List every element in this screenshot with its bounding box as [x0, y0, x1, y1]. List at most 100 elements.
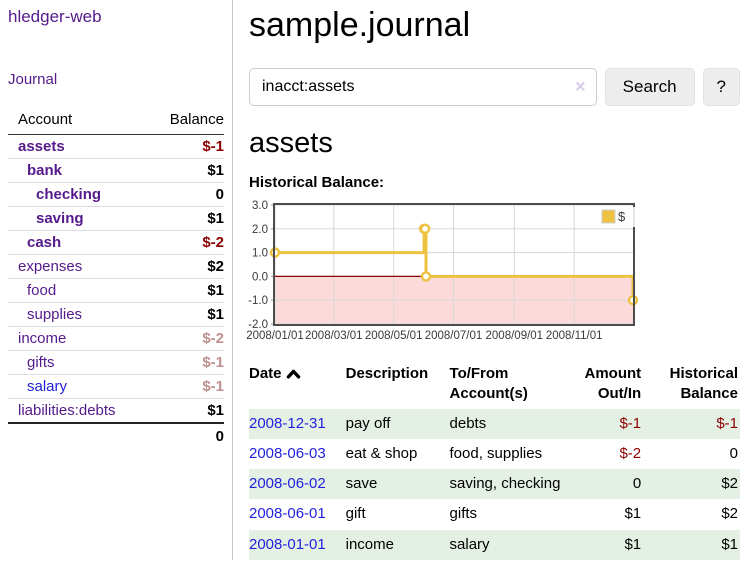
svg-text:2008/05/01: 2008/05/01 — [365, 330, 423, 342]
svg-text:$: $ — [618, 209, 626, 224]
chart-heading: Historical Balance: — [249, 174, 385, 191]
transaction-description: gift — [345, 505, 366, 523]
transaction-balance: $-1 — [643, 408, 740, 439]
transaction-accounts: gifts — [449, 505, 478, 523]
account-link[interactable]: income — [18, 330, 67, 347]
accounts-total-row: 0 — [8, 422, 224, 449]
account-row: cash $-2 — [8, 230, 224, 255]
account-row: liabilities:debts $1 — [8, 398, 224, 423]
svg-text:3.0: 3.0 — [252, 200, 268, 212]
account-balance: $-1 — [151, 374, 224, 399]
transaction-amount: $1 — [624, 505, 642, 523]
transaction-date-link[interactable]: 2008-06-02 — [249, 475, 326, 493]
svg-text:2008/03/01: 2008/03/01 — [305, 330, 363, 342]
account-balance: $-1 — [151, 350, 224, 375]
account-balance: $1 — [151, 302, 224, 327]
register-header-balance: Historical Balance — [669, 365, 738, 402]
account-link[interactable]: food — [27, 282, 57, 299]
svg-text:2.0: 2.0 — [252, 224, 268, 236]
svg-text:2008/07/01: 2008/07/01 — [425, 330, 483, 342]
account-row: salary $-1 — [8, 374, 224, 399]
account-link[interactable]: checking — [36, 186, 102, 203]
transaction-description: eat & shop — [345, 444, 418, 462]
register-row: 2008-01-01 income salary $1 $1 — [249, 529, 740, 560]
accounts-header-row: Account Balance — [8, 108, 224, 135]
transaction-date-link[interactable]: 2008-06-01 — [249, 505, 326, 523]
account-balance: $1 — [151, 206, 224, 231]
transaction-description: pay off — [345, 408, 450, 439]
transaction-date-link[interactable]: 2008-12-31 — [249, 414, 326, 432]
svg-text:2008/11/01: 2008/11/01 — [546, 330, 603, 342]
accounts-header-account: Account — [8, 108, 152, 135]
transaction-accounts: food, supplies — [449, 444, 543, 462]
svg-text:-1.0: -1.0 — [248, 295, 268, 307]
transaction-amount: 0 — [567, 469, 644, 500]
search-input[interactable] — [249, 68, 597, 106]
account-link[interactable]: bank — [27, 162, 63, 179]
account-link[interactable]: liabilities:debts — [18, 402, 116, 419]
register-table: Date Description To/From Account(s) Amou… — [249, 361, 740, 560]
svg-text:1.0: 1.0 — [252, 248, 268, 260]
account-balance: $1 — [151, 398, 224, 423]
account-balance: 0 — [151, 182, 224, 207]
account-row: supplies $1 — [8, 302, 224, 327]
account-link[interactable]: expenses — [18, 258, 83, 275]
transaction-balance: 0 — [729, 444, 738, 462]
register-header-row: Date Description To/From Account(s) Amou… — [249, 361, 740, 409]
account-balance: $-1 — [202, 138, 224, 155]
search-button[interactable]: Search — [604, 68, 695, 106]
register-header-date[interactable]: Date — [249, 361, 346, 409]
transaction-amount: $-1 — [567, 408, 644, 439]
register-row: 2008-06-02 save saving, checking 0 $2 — [249, 469, 740, 500]
transaction-date-link[interactable]: 2008-06-03 — [249, 444, 326, 462]
svg-text:2008/09/01: 2008/09/01 — [486, 330, 544, 342]
transaction-amount: $-2 — [619, 444, 642, 462]
transaction-balance: $1 — [643, 529, 740, 560]
transaction-description: income — [345, 529, 450, 560]
account-row: expenses $2 — [8, 254, 224, 279]
account-row: saving $1 — [8, 206, 224, 231]
search-box: × — [249, 68, 597, 106]
sort-caret-up-icon — [286, 369, 300, 379]
account-balance: $-2 — [151, 230, 224, 255]
account-link[interactable]: assets — [18, 138, 65, 155]
page-title: sample.journal — [249, 6, 471, 44]
svg-text:0.0: 0.0 — [252, 271, 268, 283]
register-row: 2008-12-31 pay off debts $-1 $-1 — [249, 408, 740, 439]
transaction-accounts: saving, checking — [449, 469, 568, 500]
account-row: gifts $-1 — [8, 350, 224, 375]
account-balance: $1 — [151, 158, 224, 183]
sidebar: hledger-web Journal Account Balance asse… — [0, 0, 233, 560]
help-button[interactable]: ? — [702, 68, 740, 106]
register-row: 2008-06-01 gift gifts $1 $2 — [249, 499, 740, 529]
historical-balance-chart: 3.0 2.0 1.0 0.0 -1.0 -2.0 2008/01/01 2008/03/01… — [246, 200, 649, 352]
account-row: income $-2 — [8, 326, 224, 351]
register-header-accounts: To/From Account(s) — [449, 365, 528, 402]
transaction-date-link[interactable]: 2008-01-01 — [249, 535, 326, 553]
account-heading: assets — [249, 127, 333, 159]
account-balance: $-2 — [151, 326, 224, 351]
account-balance: $1 — [151, 278, 224, 303]
account-row: bank $1 — [8, 158, 224, 183]
account-row: assets $-1 — [8, 135, 224, 159]
account-link[interactable]: salary — [27, 378, 68, 395]
accounts-table: Account Balance assets $-1 bank $1 checking 0… — [8, 108, 224, 449]
account-link[interactable]: supplies — [27, 306, 83, 323]
clear-search-icon[interactable]: × — [575, 76, 586, 97]
register-header-description: Description — [345, 365, 429, 382]
transaction-balance: $2 — [643, 469, 740, 500]
main-content: sample.journal × Search ? assets Histori… — [233, 0, 742, 560]
account-row: food $1 — [8, 278, 224, 303]
sidebar-item-journal[interactable]: Journal — [8, 71, 58, 88]
transaction-accounts: salary — [449, 529, 568, 560]
transaction-amount: $1 — [567, 529, 644, 560]
accounts-header-balance: Balance — [151, 108, 224, 135]
brand-link[interactable]: hledger-web — [8, 7, 102, 26]
account-link[interactable]: cash — [27, 234, 62, 251]
account-link[interactable]: saving — [36, 210, 84, 227]
register-body: 2008-12-31 pay off debts $-1 $-1 2008-06-03 ea… — [249, 408, 740, 560]
account-link[interactable]: gifts — [27, 354, 55, 371]
account-row: checking 0 — [8, 182, 224, 207]
chart-legend: $ — [598, 207, 635, 227]
